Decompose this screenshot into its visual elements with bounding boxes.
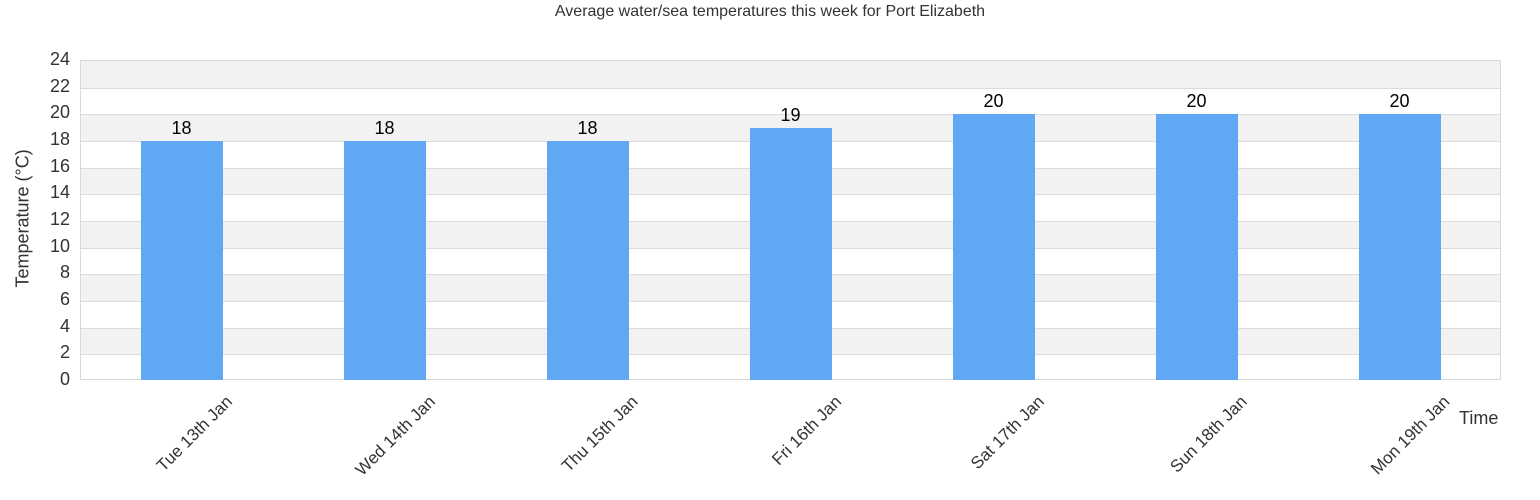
x-axis-label: Time (1459, 408, 1499, 428)
y-axis-label: Temperature (°C) (12, 149, 33, 288)
bar-value-label: 20 (1389, 91, 1410, 112)
y-tick-label: 10 (49, 235, 70, 256)
y-tick-label: 20 (49, 102, 70, 123)
y-tick-label: 8 (59, 262, 70, 283)
bar[interactable] (952, 114, 1035, 380)
y-tick-label: 12 (49, 209, 70, 229)
bar[interactable] (140, 141, 223, 380)
bar[interactable] (749, 127, 832, 380)
bar-value-label: 20 (983, 91, 1004, 112)
x-tick-label: Tue 13th Jan (152, 392, 236, 476)
bar-value-label: 19 (780, 104, 801, 125)
grid-band (81, 87, 1500, 115)
y-tick-label: 14 (49, 182, 70, 203)
x-tick-label: Fri 16th Jan (768, 392, 845, 469)
y-tick-label: 6 (59, 289, 70, 309)
bar-value-label: 18 (171, 118, 192, 138)
x-tick-label: Thu 15th Jan (558, 392, 642, 476)
plot-area: 18 18 18 19 20 20 20 (80, 60, 1501, 380)
x-tick-label: Sat 17th Jan (966, 392, 1048, 473)
chart-title: Average water/sea temperatures this week… (554, 3, 986, 20)
x-tick-label: Mon 19th Jan (1367, 392, 1454, 479)
y-tick-label: 18 (49, 129, 70, 149)
y-tick-label: 4 (59, 315, 70, 336)
bar-value-label: 18 (374, 118, 395, 138)
y-tick-label: 2 (59, 342, 70, 363)
x-tick-label: Sun 18th Jan (1166, 392, 1251, 477)
y-tick-label: 16 (49, 155, 70, 176)
bar-value-label: 20 (1186, 91, 1207, 112)
bar[interactable] (546, 141, 629, 380)
bar[interactable] (1155, 114, 1238, 380)
bar[interactable] (1358, 114, 1441, 380)
x-tick-label: Wed 14th Jan (351, 392, 439, 480)
y-tick-label: 24 (49, 49, 70, 69)
bar[interactable] (343, 141, 426, 380)
y-tick-label: 0 (59, 369, 70, 389)
grid-band (81, 61, 1500, 88)
y-tick-label: 22 (49, 75, 70, 96)
bar-value-label: 18 (577, 118, 598, 138)
